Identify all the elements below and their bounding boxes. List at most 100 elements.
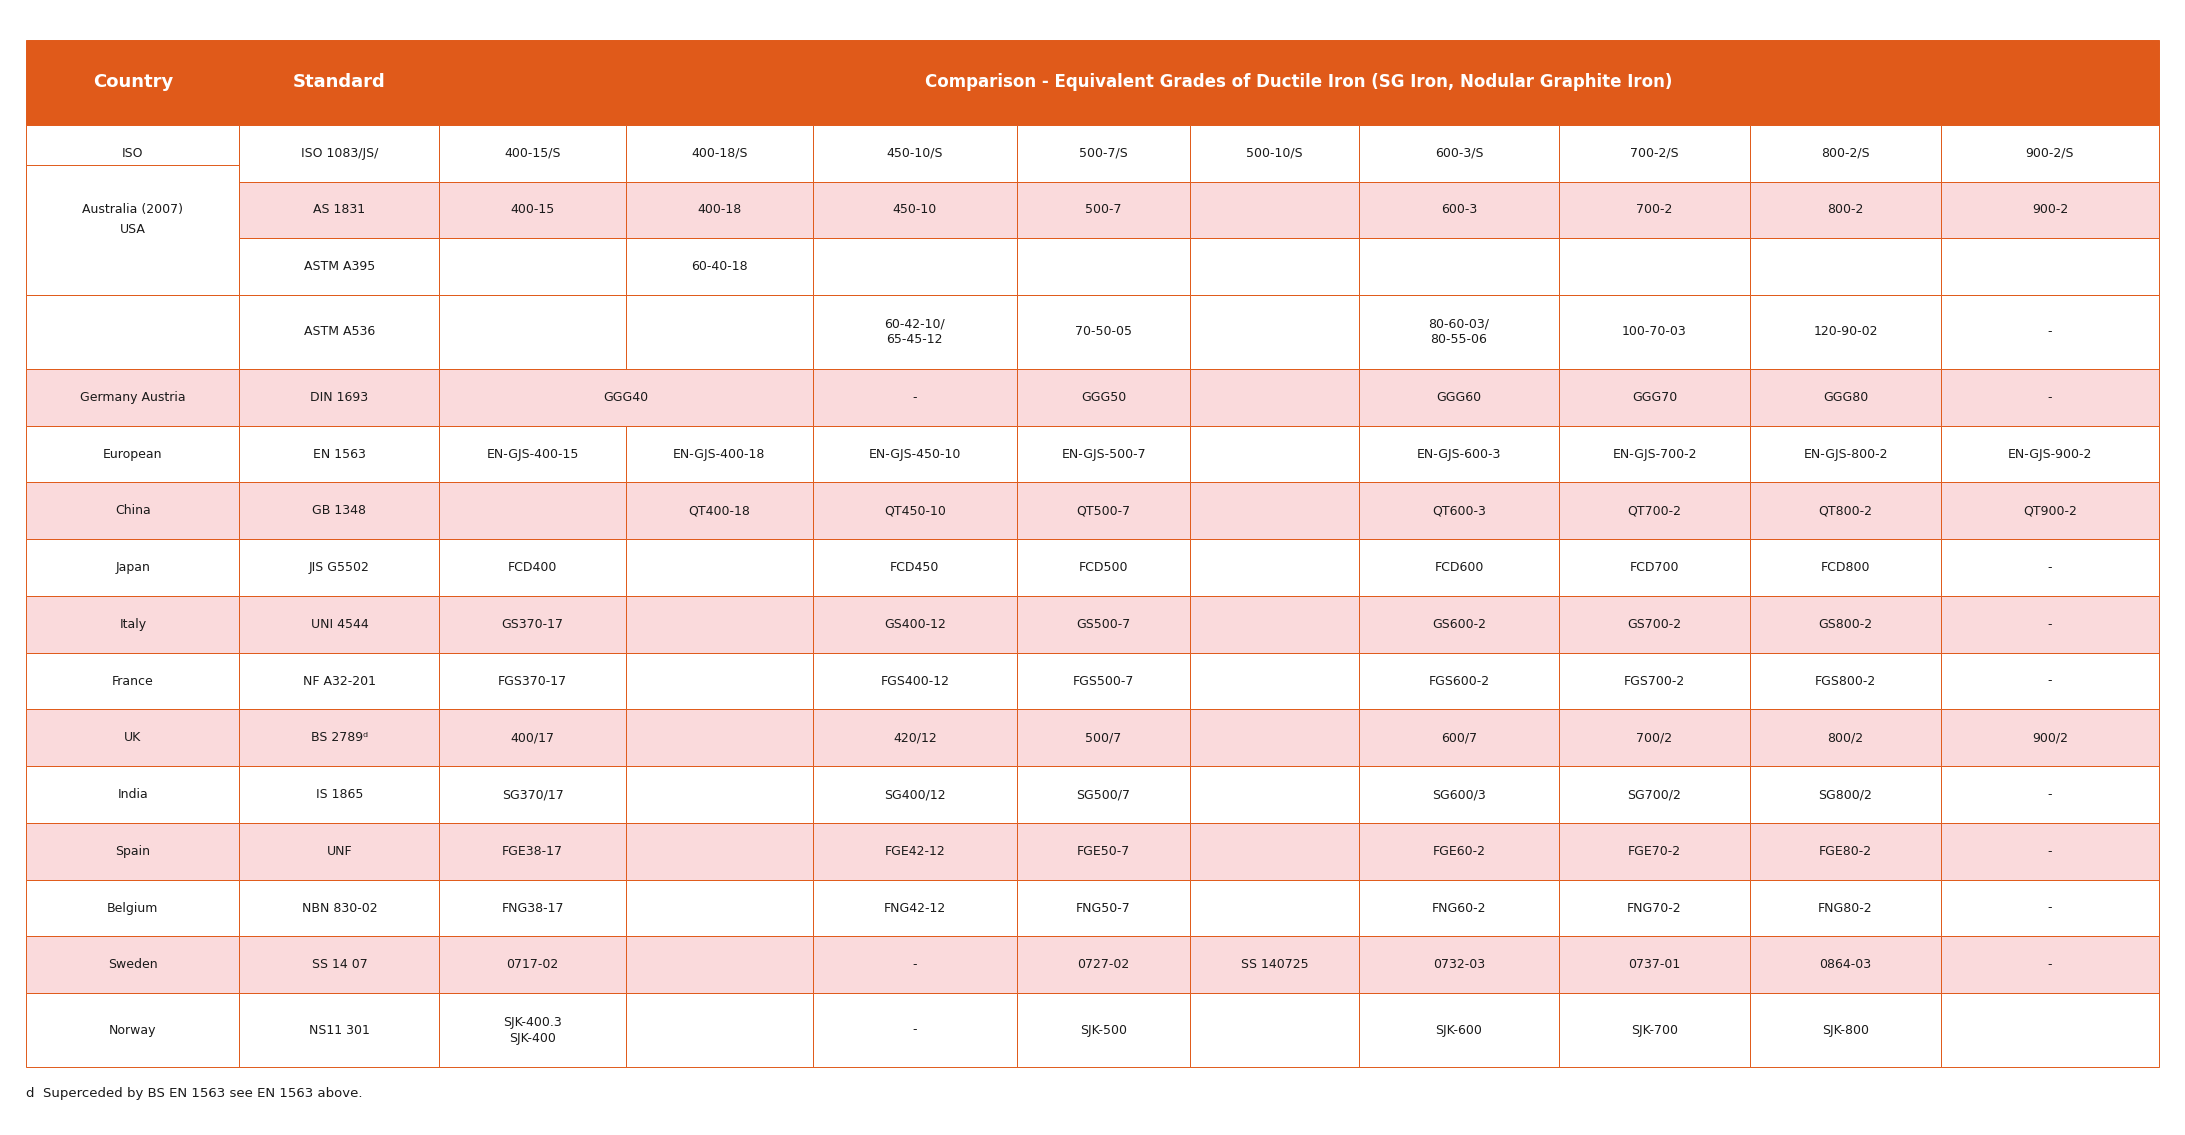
Text: NBN 830-02: NBN 830-02	[302, 901, 378, 915]
Text: Belgium: Belgium	[107, 901, 160, 915]
Bar	[240, 766, 439, 823]
Bar	[625, 539, 813, 596]
Text: European: European	[103, 447, 162, 461]
Bar	[1940, 238, 2159, 295]
Text: 800-2: 800-2	[1827, 203, 1864, 217]
Bar	[625, 880, 813, 936]
Bar	[625, 238, 813, 295]
Bar	[240, 653, 439, 709]
Text: FGE60-2: FGE60-2	[1433, 844, 1486, 858]
Bar	[1191, 596, 1359, 653]
Text: EN-GJS-400-18: EN-GJS-400-18	[673, 447, 765, 461]
Text: -: -	[2047, 958, 2052, 972]
Text: QT500-7: QT500-7	[1077, 504, 1130, 518]
Text: GS600-2: GS600-2	[1431, 617, 1486, 631]
Bar	[1016, 539, 1191, 596]
Text: FGS600-2: FGS600-2	[1429, 674, 1490, 688]
Text: 900/2: 900/2	[2032, 731, 2067, 745]
Text: d  Superceded by BS EN 1563 see EN 1563 above.: d Superceded by BS EN 1563 see EN 1563 a…	[26, 1087, 363, 1100]
Bar	[1940, 369, 2159, 426]
Bar	[1359, 295, 1560, 369]
Bar	[26, 182, 240, 238]
Text: EN-GJS-400-15: EN-GJS-400-15	[487, 447, 579, 461]
Text: EN 1563: EN 1563	[312, 447, 365, 461]
Text: EN-GJS-900-2: EN-GJS-900-2	[2008, 447, 2091, 461]
Bar	[813, 426, 1016, 482]
Text: FNG60-2: FNG60-2	[1431, 901, 1486, 915]
Text: GGG60: GGG60	[1436, 390, 1481, 404]
Text: 0727-02: 0727-02	[1077, 958, 1130, 972]
Bar	[625, 426, 813, 482]
Text: 0864-03: 0864-03	[1820, 958, 1873, 972]
Bar	[439, 653, 625, 709]
Text: DIN 1693: DIN 1693	[310, 390, 369, 404]
Bar	[439, 369, 813, 426]
Bar	[813, 766, 1016, 823]
Text: FGE38-17: FGE38-17	[503, 844, 564, 858]
Bar	[1359, 426, 1560, 482]
Bar	[1016, 482, 1191, 539]
Bar	[240, 596, 439, 653]
Bar	[1359, 539, 1560, 596]
Bar	[1560, 880, 1750, 936]
Text: -: -	[2047, 844, 2052, 858]
Bar	[439, 426, 625, 482]
Bar	[1750, 993, 1940, 1067]
Bar	[1016, 182, 1191, 238]
Text: -: -	[913, 1024, 918, 1036]
Bar	[1560, 125, 1750, 182]
Bar	[1940, 823, 2159, 880]
Text: ISO: ISO	[122, 146, 144, 160]
Bar	[439, 40, 2159, 125]
Text: BS 2789ᵈ: BS 2789ᵈ	[310, 731, 367, 745]
Bar	[1750, 182, 1940, 238]
Text: -: -	[913, 390, 918, 404]
Text: GS800-2: GS800-2	[1818, 617, 1873, 631]
Bar	[1359, 880, 1560, 936]
Bar	[1016, 766, 1191, 823]
Bar	[1016, 596, 1191, 653]
Text: 500-7/S: 500-7/S	[1079, 146, 1127, 160]
Text: QT600-3: QT600-3	[1431, 504, 1486, 518]
Text: Comparison - Equivalent Grades of Ductile Iron (SG Iron, Nodular Graphite Iron): Comparison - Equivalent Grades of Ductil…	[926, 74, 1674, 91]
Bar	[439, 238, 625, 295]
Text: FNG70-2: FNG70-2	[1628, 901, 1682, 915]
Text: -: -	[913, 958, 918, 972]
Text: -: -	[2047, 561, 2052, 574]
Text: SJK-700: SJK-700	[1630, 1024, 1678, 1036]
Bar	[1940, 709, 2159, 766]
Bar	[813, 993, 1016, 1067]
Bar	[1359, 482, 1560, 539]
Text: China: China	[116, 504, 151, 518]
Bar	[1560, 766, 1750, 823]
Text: GGG40: GGG40	[603, 390, 649, 404]
Bar	[1940, 880, 2159, 936]
Bar	[240, 125, 439, 182]
Bar	[240, 539, 439, 596]
Text: EN-GJS-700-2: EN-GJS-700-2	[1613, 447, 1698, 461]
Text: QT800-2: QT800-2	[1818, 504, 1873, 518]
Bar	[1560, 426, 1750, 482]
Bar	[813, 709, 1016, 766]
Bar	[1191, 936, 1359, 993]
Bar	[439, 766, 625, 823]
Text: FNG50-7: FNG50-7	[1077, 901, 1132, 915]
Bar	[240, 709, 439, 766]
Text: NS11 301: NS11 301	[308, 1024, 369, 1036]
Text: GGG50: GGG50	[1082, 390, 1125, 404]
Bar	[625, 936, 813, 993]
Bar	[26, 539, 240, 596]
Text: 60-42-10/
65-45-12: 60-42-10/ 65-45-12	[885, 318, 946, 346]
Text: SS 14 07: SS 14 07	[312, 958, 367, 972]
Text: FCD700: FCD700	[1630, 561, 1680, 574]
Bar	[1016, 993, 1191, 1067]
Text: 500-7: 500-7	[1086, 203, 1121, 217]
Text: 900-2/S: 900-2/S	[2025, 146, 2074, 160]
Bar	[439, 539, 625, 596]
Text: FGS400-12: FGS400-12	[881, 674, 948, 688]
Bar	[439, 125, 625, 182]
Text: ASTM A395: ASTM A395	[304, 260, 376, 274]
Bar	[1191, 238, 1359, 295]
Text: 450-10/S: 450-10/S	[887, 146, 944, 160]
Bar	[439, 482, 625, 539]
